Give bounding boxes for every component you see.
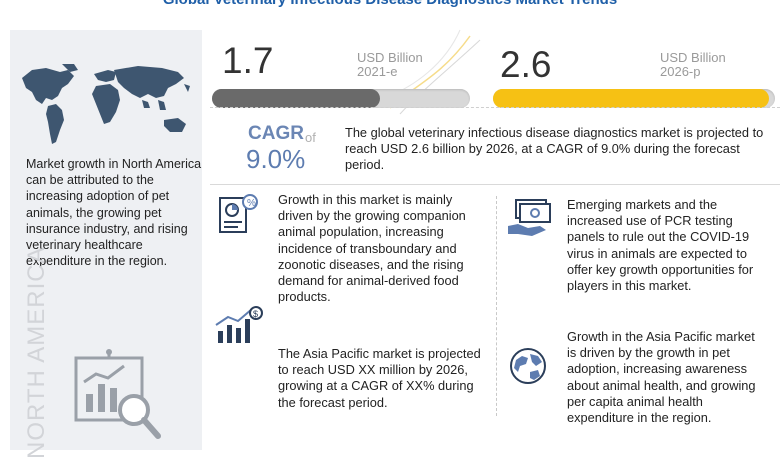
cagr-value: 9.0% <box>246 144 306 174</box>
pie-chart-icon: % <box>219 194 258 233</box>
asia-pacific-projection-text: The Asia Pacific market is projected to … <box>278 346 481 410</box>
section-divider <box>210 184 780 185</box>
stat-2026-bar-fill <box>493 89 770 108</box>
page-title: Global Veterinary Infectious Disease Dia… <box>0 0 780 8</box>
bar-growth-dollar-icon: $ <box>215 306 263 343</box>
column-divider <box>496 196 497 416</box>
growth-analysis-icon <box>74 349 161 439</box>
money-hand-icon <box>508 199 551 236</box>
stats-divider <box>210 107 780 108</box>
stat-2026-year: 2026-p <box>660 64 701 79</box>
stat-2026-value: 2.6 <box>500 44 552 85</box>
world-map-icon <box>22 64 190 144</box>
market-summary: The global veterinary infectious disease… <box>345 125 764 173</box>
stat-2021-bar-fill <box>212 89 380 108</box>
north-america-label: NORTH AMERICA <box>23 246 50 459</box>
north-america-text: Market growth in North America can be at… <box>26 157 202 269</box>
stat-2021-year: 2021-e <box>357 64 398 79</box>
north-america-panel: Market growth in North America can be at… <box>10 30 202 459</box>
globe-icon <box>510 348 546 384</box>
cagr-of: of <box>305 130 316 145</box>
svg-text:%: % <box>247 198 256 209</box>
cagr-label: CAGR <box>248 123 304 144</box>
stat-2026-unit: USD Billion <box>660 50 726 65</box>
emerging-markets-text: Emerging markets and the increased use o… <box>567 197 754 294</box>
stat-2021-value: 1.7 <box>222 40 274 81</box>
asia-pacific-growth-text: Growth in the Asia Pacific market is dri… <box>567 329 756 426</box>
svg-text:$: $ <box>253 309 258 319</box>
stat-2021-bar <box>212 89 470 108</box>
stat-2021-unit: USD Billion <box>357 50 423 65</box>
stat-2026-bar <box>493 89 775 108</box>
growth-drivers-text: Growth in this market is mainly driven b… <box>278 192 466 305</box>
